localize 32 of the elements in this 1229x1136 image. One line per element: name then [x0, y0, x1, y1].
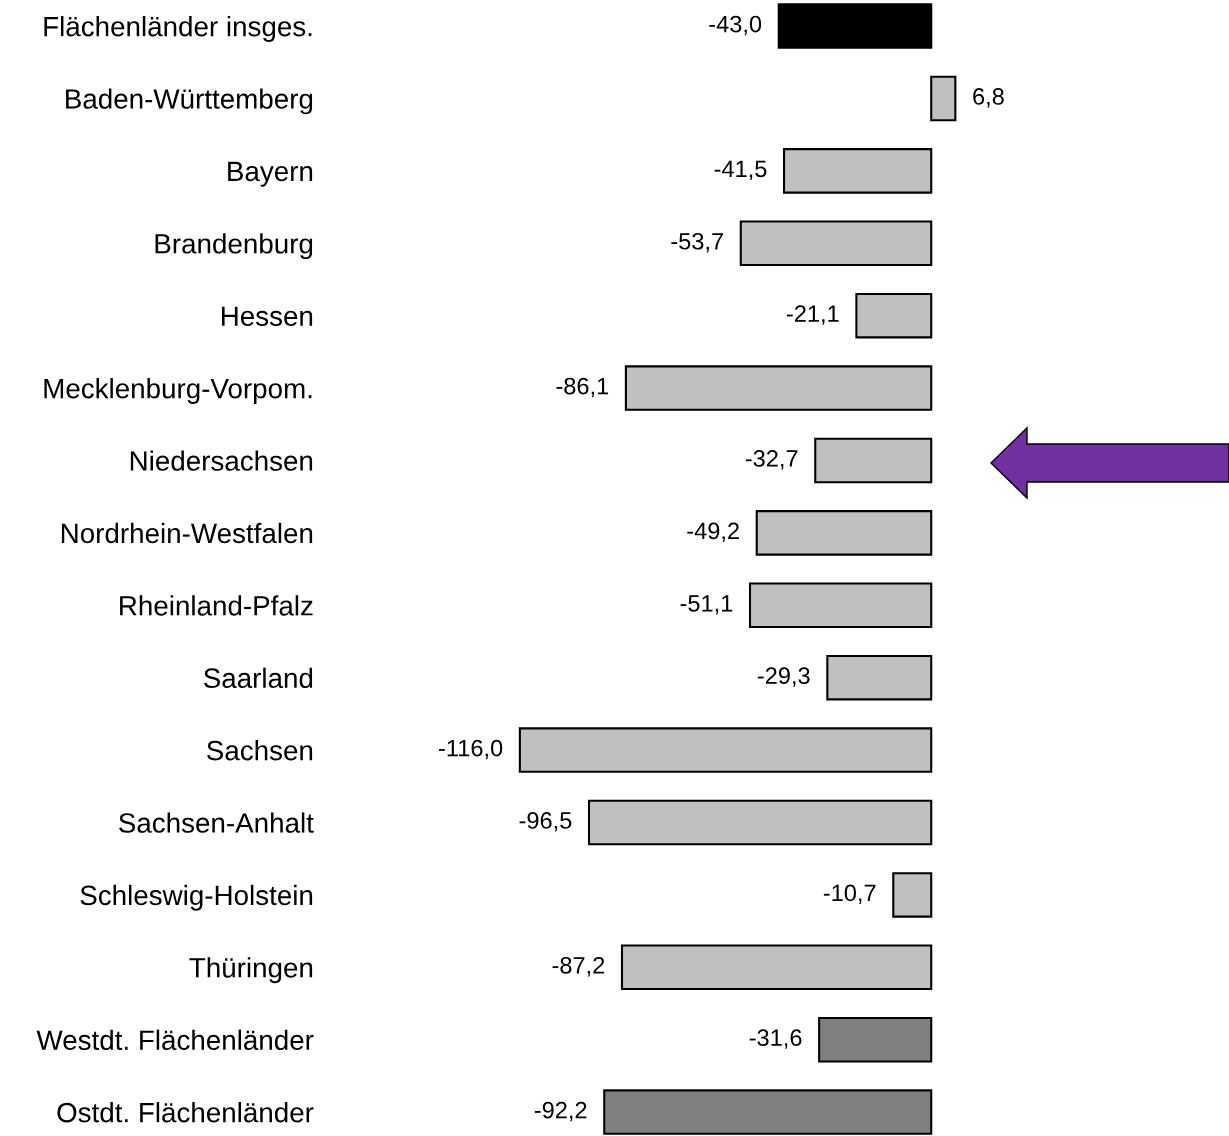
data-label: -51,1 — [680, 595, 733, 615]
y-tick-label: Hessen — [221, 306, 313, 327]
data-label: -41,5 — [714, 160, 767, 180]
y-tick-label: Ostdt. Flächenländer — [57, 1102, 314, 1123]
data-label: -21,1 — [786, 305, 839, 325]
data-label: 6,8 — [973, 88, 1004, 108]
y-tick-label: Niedersachsen — [130, 450, 313, 471]
y-tick-label: Brandenburg — [155, 233, 313, 260]
data-label: -92,2 — [534, 1101, 587, 1122]
data-label: -43,0 — [709, 15, 762, 36]
y-tick-label: Sachsen-Anhalt — [119, 812, 314, 833]
data-label: -10,7 — [823, 884, 876, 905]
y-tick-label: Nordrhein-Westfalen — [61, 522, 313, 544]
data-label: -116,0 — [439, 739, 503, 760]
y-tick-label: Flächenländer insges. — [44, 16, 312, 42]
data-label: -29,3 — [757, 667, 810, 687]
y-tick-label: Baden-Württemberg — [66, 88, 313, 115]
data-label: -87,2 — [552, 956, 605, 977]
data-label: -49,2 — [687, 522, 739, 543]
y-tick-label: Westdt. Flächenländer — [36, 1029, 314, 1051]
y-tick-label: Sachsen — [207, 740, 313, 761]
data-label: -53,7 — [671, 232, 723, 253]
data-label: -86,1 — [556, 377, 609, 398]
data-label: -32,7 — [745, 450, 798, 470]
y-tick-label: Rheinland-Pfalz — [120, 595, 313, 616]
y-tick-label: Schleswig-Holstein — [80, 884, 313, 911]
y-tick-label: Thüringen — [189, 957, 313, 984]
data-label: -96,5 — [519, 812, 572, 832]
y-tick-label: Saarland — [203, 667, 313, 689]
y-tick-label: Mecklenburg-Vorpom. — [44, 378, 312, 404]
y-tick-label: Bayern — [228, 161, 313, 187]
data-label: -31,6 — [749, 1029, 802, 1049]
